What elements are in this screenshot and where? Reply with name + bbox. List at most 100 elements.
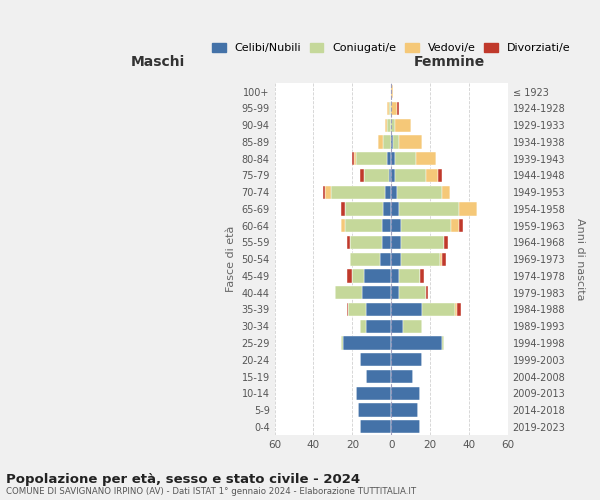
Bar (391, 118, 395, 132)
Bar (397, 102, 399, 115)
Text: Femmine: Femmine (414, 56, 485, 70)
Bar (360, 420, 391, 434)
Bar (401, 219, 451, 232)
Bar (401, 252, 440, 266)
Bar (360, 320, 366, 333)
Bar (352, 152, 354, 166)
Bar (399, 270, 421, 282)
Bar (388, 118, 391, 132)
Bar (391, 286, 399, 300)
Bar (391, 102, 397, 115)
Bar (459, 219, 463, 232)
Bar (391, 219, 401, 232)
Bar (385, 118, 388, 132)
Bar (391, 370, 413, 383)
Bar (388, 102, 389, 115)
Bar (389, 102, 391, 115)
Bar (341, 219, 344, 232)
Legend: Celibi/Nubili, Coniugati/e, Vedovi/e, Divorziati/e: Celibi/Nubili, Coniugati/e, Vedovi/e, Di… (209, 40, 574, 57)
Bar (385, 186, 391, 199)
Bar (421, 270, 424, 282)
Bar (391, 169, 395, 182)
Bar (347, 270, 352, 282)
Bar (364, 169, 389, 182)
Bar (401, 236, 443, 249)
Bar (459, 202, 477, 215)
Bar (358, 404, 391, 416)
Bar (383, 202, 391, 215)
Bar (360, 169, 364, 182)
Bar (455, 303, 457, 316)
Bar (399, 286, 426, 300)
Bar (388, 152, 391, 166)
Bar (366, 320, 391, 333)
Bar (364, 270, 391, 282)
Bar (457, 303, 461, 316)
Bar (391, 336, 442, 349)
Bar (395, 169, 426, 182)
Bar (442, 252, 446, 266)
Bar (426, 286, 428, 300)
Text: Popolazione per età, sesso e stato civile - 2024: Popolazione per età, sesso e stato civil… (6, 472, 360, 486)
Bar (391, 136, 393, 148)
Bar (391, 252, 401, 266)
Bar (362, 286, 391, 300)
Bar (350, 236, 382, 249)
Bar (391, 303, 422, 316)
Bar (335, 286, 362, 300)
Bar (380, 252, 391, 266)
Bar (366, 303, 391, 316)
Bar (442, 336, 443, 349)
Bar (343, 336, 391, 349)
Bar (341, 336, 343, 349)
Bar (347, 303, 349, 316)
Bar (397, 186, 442, 199)
Bar (366, 370, 391, 383)
Bar (391, 85, 393, 98)
Bar (341, 202, 344, 215)
Bar (354, 152, 356, 166)
Text: COMUNE DI SAVIGNANO IRPINO (AV) - Dati ISTAT 1° gennaio 2024 - Elaborazione TUTT: COMUNE DI SAVIGNANO IRPINO (AV) - Dati I… (6, 488, 416, 496)
Bar (391, 386, 421, 400)
Bar (426, 169, 438, 182)
Y-axis label: Anni di nascita: Anni di nascita (575, 218, 585, 300)
Bar (391, 420, 421, 434)
Bar (399, 202, 459, 215)
Bar (389, 169, 391, 182)
Bar (347, 236, 350, 249)
Bar (350, 252, 380, 266)
Bar (391, 404, 418, 416)
Bar (344, 202, 383, 215)
Bar (442, 186, 449, 199)
Bar (382, 219, 391, 232)
Bar (399, 136, 422, 148)
Bar (344, 219, 382, 232)
Bar (395, 118, 410, 132)
Bar (393, 136, 399, 148)
Text: Maschi: Maschi (131, 56, 185, 70)
Bar (391, 202, 399, 215)
Bar (323, 186, 325, 199)
Y-axis label: Fasce di età: Fasce di età (226, 226, 236, 292)
Bar (382, 236, 391, 249)
Bar (377, 136, 383, 148)
Bar (383, 136, 391, 148)
Bar (443, 236, 448, 249)
Bar (391, 270, 399, 282)
Bar (352, 270, 364, 282)
Bar (391, 186, 397, 199)
Bar (356, 386, 391, 400)
Bar (356, 152, 388, 166)
Bar (440, 252, 442, 266)
Bar (422, 303, 455, 316)
Bar (391, 353, 422, 366)
Bar (360, 353, 391, 366)
Bar (438, 169, 442, 182)
Bar (391, 152, 395, 166)
Bar (451, 219, 459, 232)
Bar (403, 320, 422, 333)
Bar (391, 320, 403, 333)
Bar (331, 186, 385, 199)
Bar (325, 186, 331, 199)
Bar (416, 152, 436, 166)
